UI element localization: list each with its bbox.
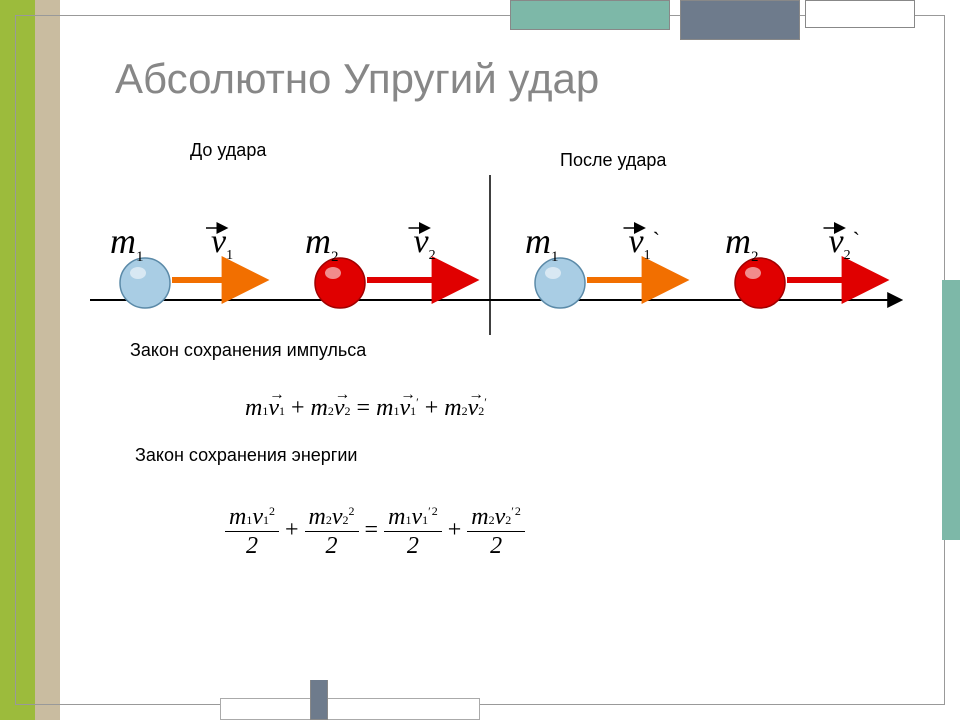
frac-m2v2: m2v22 2 — [305, 505, 359, 558]
accent-teal-top — [510, 0, 670, 30]
equals-1: = — [357, 395, 377, 421]
svg-text:v2: v2 — [414, 223, 436, 263]
plus-e2: + — [448, 517, 468, 543]
term-m2v2: m2v2 — [311, 395, 351, 421]
label-energy-law: Закон сохранения энергии — [135, 445, 357, 466]
accent-slate-top — [680, 0, 800, 40]
label-after-collision: После удара — [560, 150, 666, 171]
frac-m1v1p: m1v1′2 2 — [384, 505, 442, 558]
frac-m1v1: m1v12 2 — [225, 505, 279, 558]
term-m2v2p: m2v2′ — [444, 395, 487, 421]
equation-momentum: m1v1 + m2v2 = m1v1′ + m2v2′ — [245, 395, 487, 422]
plus-1: + — [291, 395, 311, 421]
svg-text:m1: m1 — [110, 221, 144, 265]
page-title: Абсолютно Упругий удар — [115, 55, 599, 103]
accent-white-top — [805, 0, 915, 28]
svg-text:m2: m2 — [725, 221, 759, 265]
plus-2: + — [425, 395, 445, 421]
term-m1v1p: m1v1′ — [376, 395, 419, 421]
term-m1v1: m1v1 — [245, 395, 285, 421]
frac-m2v2p: m2v2′2 2 — [467, 505, 525, 558]
plus-e1: + — [285, 517, 305, 543]
accent-bottom-bar — [220, 698, 480, 720]
svg-text:m2: m2 — [305, 221, 339, 265]
diagram-svg: m1 v1 m2 v2 m1 v1` m2 v2` — [90, 175, 910, 335]
equation-energy: m1v12 2 + m2v22 2 = m1v1′2 2 + m2v2′2 2 — [225, 505, 525, 558]
accent-teal-right — [942, 280, 960, 540]
equals-e: = — [365, 517, 385, 543]
svg-text:v2`: v2` — [829, 223, 860, 263]
svg-text:v1`: v1` — [629, 223, 660, 263]
label-momentum-law: Закон сохранения импульса — [130, 340, 366, 361]
label-before-collision: До удара — [190, 140, 266, 161]
svg-text:v1: v1 — [211, 223, 233, 263]
svg-text:m1: m1 — [525, 221, 559, 265]
collision-diagram: m1 v1 m2 v2 m1 v1` m2 v2` — [90, 175, 910, 315]
